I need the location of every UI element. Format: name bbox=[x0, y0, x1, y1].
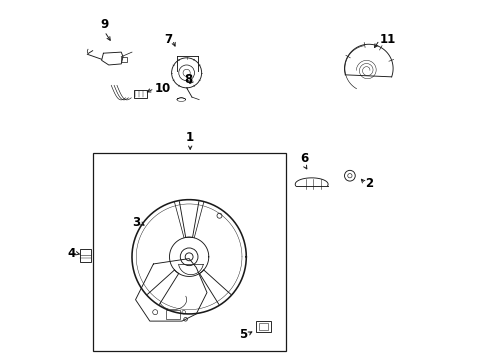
Text: 2: 2 bbox=[365, 177, 373, 190]
Text: 8: 8 bbox=[184, 73, 192, 86]
Bar bbox=[165, 310, 180, 319]
Text: 9: 9 bbox=[100, 18, 108, 31]
Text: 10: 10 bbox=[154, 82, 170, 95]
Text: 3: 3 bbox=[132, 216, 140, 229]
Text: 7: 7 bbox=[164, 33, 172, 46]
Bar bbox=[256, 321, 270, 332]
Text: 6: 6 bbox=[300, 152, 308, 165]
Text: 4: 4 bbox=[67, 247, 76, 260]
Text: 11: 11 bbox=[379, 33, 395, 46]
Bar bbox=[93, 153, 285, 351]
Bar bbox=[134, 90, 147, 98]
Bar bbox=[121, 57, 127, 62]
Bar bbox=[80, 249, 91, 262]
Text: 5: 5 bbox=[239, 328, 247, 341]
Text: 1: 1 bbox=[186, 131, 194, 144]
Bar bbox=[259, 323, 267, 330]
